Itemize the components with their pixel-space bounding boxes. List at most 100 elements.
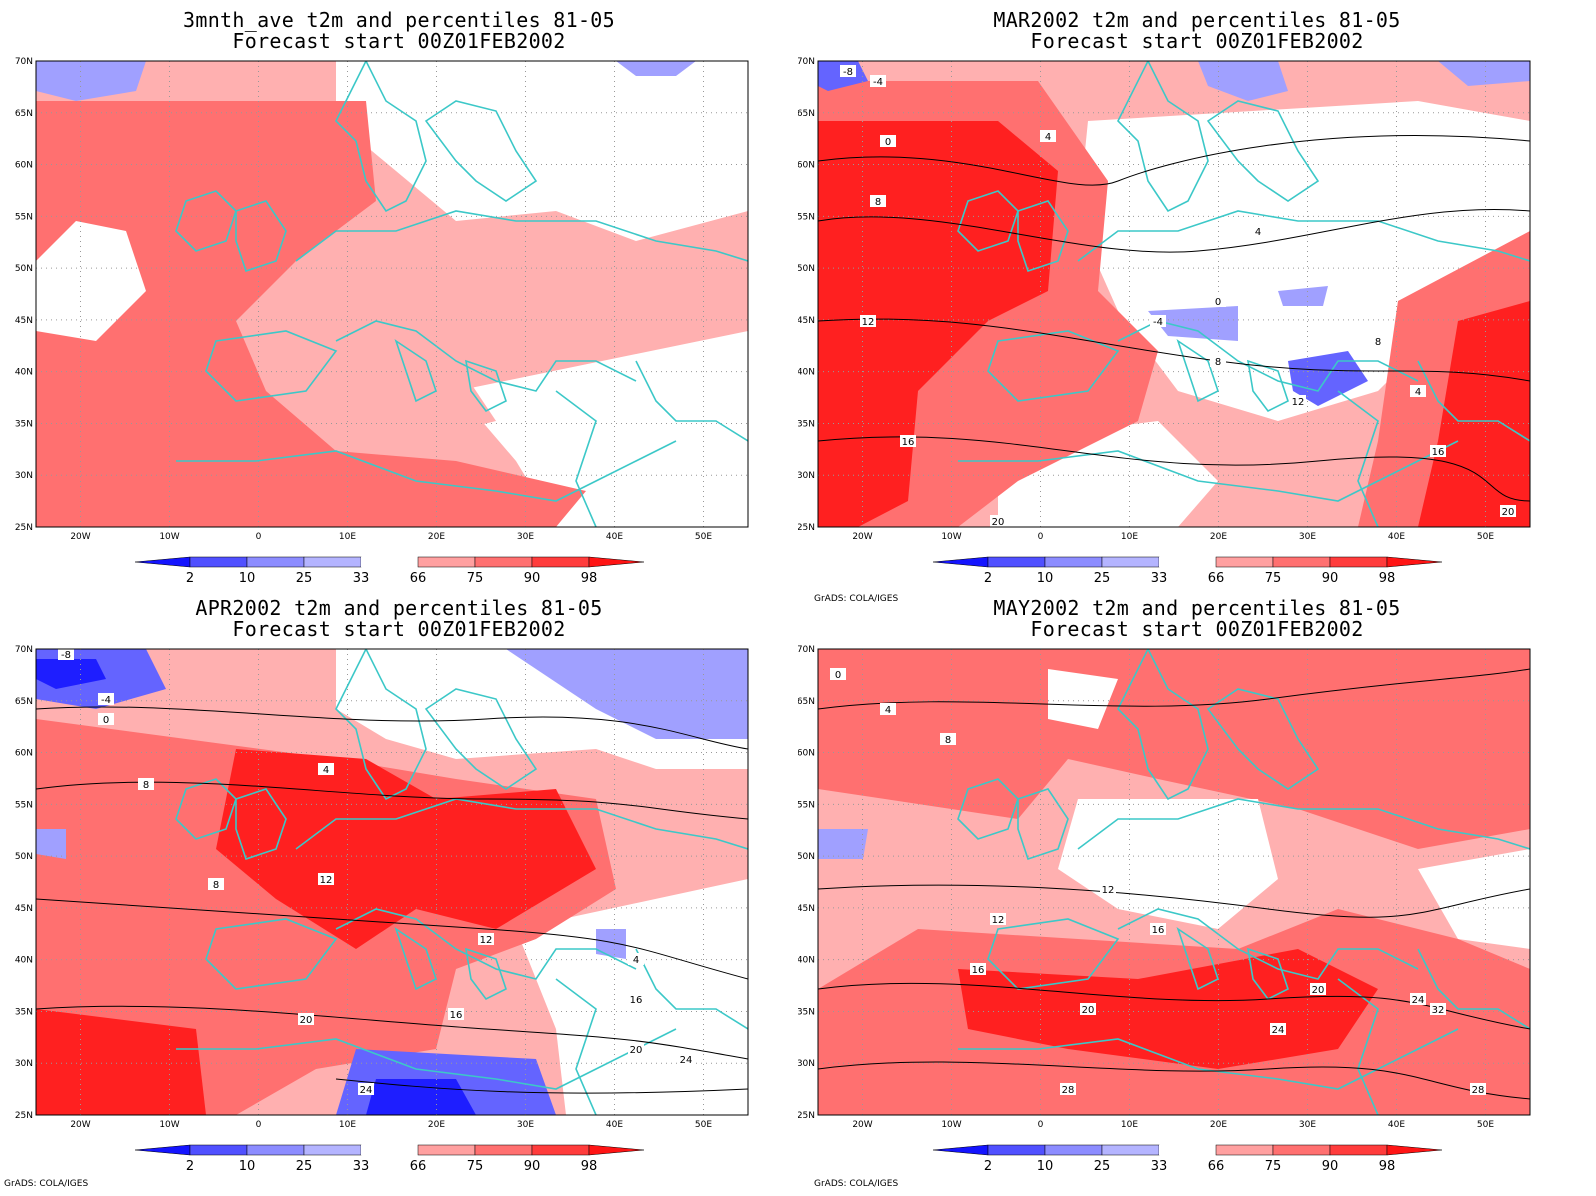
- contour-label: 16: [900, 435, 916, 448]
- contour-label-text: 0: [885, 137, 891, 148]
- lat-tick-label: 55N: [15, 800, 33, 810]
- panel-title: 3mnth_ave t2m and percentiles 81-05: [183, 8, 615, 32]
- grads-credit: GrADS: COLA/IGES: [814, 594, 899, 604]
- lat-tick-label: 50N: [798, 264, 815, 274]
- colorbar-arrow-right: [1386, 556, 1443, 568]
- lon-tick-label: 10E: [1121, 532, 1138, 542]
- coastline: [394, 927, 437, 991]
- lon-tick-label: 50E: [1477, 1120, 1494, 1130]
- percentile-shade: [818, 649, 1530, 849]
- contour-label: 12: [990, 913, 1006, 926]
- contour-label-bg: [970, 963, 986, 975]
- contour-label: 32: [1430, 1003, 1446, 1016]
- contour-label: 20: [1080, 1003, 1096, 1016]
- contour-label-bg: [1040, 130, 1056, 142]
- colorbar-arrow-left: [932, 1144, 989, 1156]
- colorbar-label: 2: [984, 571, 992, 586]
- percentile-shade: [36, 61, 146, 101]
- contour-label-text: 20: [992, 517, 1005, 528]
- percentile-shade: [336, 61, 748, 241]
- contour-label-bg: [208, 878, 224, 890]
- contour-label-bg: [1150, 923, 1166, 935]
- contour-label: 8: [940, 733, 956, 746]
- colorbar-label: 66: [1208, 1159, 1225, 1174]
- colorbar-segment: [531, 1144, 590, 1156]
- colorbar-arrow-left: [134, 1144, 191, 1156]
- lat-tick-label: 30N: [15, 1059, 33, 1069]
- contour-label-bg: [318, 763, 334, 775]
- contour-label-text: 12: [862, 317, 875, 328]
- contour-label-text: 8: [1215, 357, 1221, 368]
- contour-line: [818, 436, 1530, 502]
- lat-tick-label: 55N: [798, 212, 815, 222]
- percentile-shade: [36, 659, 106, 689]
- contour-label: 8: [870, 195, 886, 208]
- colorbar-gap: [1159, 557, 1216, 567]
- contour-label-bg: [1430, 445, 1446, 457]
- percentile-shade: [1148, 306, 1238, 341]
- contour-label-bg: [138, 778, 154, 790]
- contour-label-text: 12: [480, 935, 493, 946]
- lat-tick-label: 25N: [15, 523, 33, 533]
- contour-label: 20: [628, 1043, 644, 1056]
- contour-label-text: 0: [835, 670, 841, 681]
- contour-line: [36, 1005, 748, 1060]
- contour-label: 0: [880, 135, 896, 148]
- contour-label: 8: [138, 778, 154, 791]
- contour-label-text: -8: [843, 67, 853, 78]
- colorbar-label: 33: [353, 571, 370, 586]
- contour-label-bg: [860, 315, 876, 327]
- coastline: [335, 320, 637, 392]
- contour-label: 20: [1500, 505, 1516, 518]
- colorbar-label: 2: [984, 1159, 992, 1174]
- coastline: [1206, 100, 1320, 202]
- contour-label: 16: [448, 1008, 464, 1021]
- colorbar-segment: [1101, 556, 1160, 568]
- coastline: [1246, 359, 1289, 413]
- contour-label-bg: [870, 195, 886, 207]
- contour-label-text: 20: [630, 1045, 643, 1056]
- contour-label: 4: [1410, 385, 1426, 398]
- contour-line: [818, 1061, 1530, 1100]
- contour-label-bg: [1250, 225, 1266, 237]
- colorbar-segment: [1272, 556, 1331, 568]
- colorbar-arrow-right: [588, 1144, 645, 1156]
- colorbar-label: 25: [296, 571, 313, 586]
- lat-tick-label: 70N: [798, 645, 815, 655]
- contour-label-bg: [448, 1008, 464, 1020]
- contour-label-bg: [880, 135, 896, 147]
- colorbar-label: 66: [410, 571, 427, 586]
- colorbar-segment: [1329, 1144, 1388, 1156]
- coastline: [176, 1028, 677, 1090]
- contour-label: 12: [1290, 395, 1306, 408]
- lon-tick-label: 20W: [70, 532, 90, 542]
- coastline: [1246, 947, 1289, 1001]
- coastline: [1117, 908, 1419, 980]
- contour-label: 4: [880, 703, 896, 716]
- percentile-shade: [316, 341, 496, 441]
- lat-tick-label: 55N: [15, 212, 33, 222]
- contour-label-text: 8: [143, 780, 149, 791]
- colorbar-arrow-right: [1386, 1144, 1443, 1156]
- contour-label: 20: [298, 1013, 314, 1026]
- lat-tick-label: 40N: [798, 368, 815, 378]
- lon-tick-label: 20W: [70, 1120, 90, 1130]
- colorbar-label: 10: [1037, 1159, 1054, 1174]
- contour-label-text: 32: [1432, 1005, 1445, 1016]
- contour-label: -8: [840, 65, 856, 78]
- map-panel-apr2002: APR2002 t2m and percentiles 81-05 Foreca…: [0, 598, 798, 1196]
- colorbar-label: 98: [1379, 571, 1396, 586]
- lon-tick-label: 30E: [517, 1120, 534, 1130]
- contour-label: -4: [98, 693, 114, 706]
- colorbar-label: 25: [296, 1159, 313, 1174]
- contour-label-text: 4: [323, 765, 329, 776]
- lon-tick-label: 40E: [606, 1120, 623, 1130]
- percentile-shade: [818, 121, 1058, 527]
- lat-tick-label: 30N: [15, 471, 33, 481]
- plot-frame: [35, 60, 749, 528]
- contour-label-bg: [1210, 355, 1226, 367]
- colorbar-label: 25: [1094, 1159, 1111, 1174]
- lon-tick-label: 10W: [941, 532, 961, 542]
- coastline: [987, 918, 1120, 990]
- contour-lines: [36, 706, 748, 1094]
